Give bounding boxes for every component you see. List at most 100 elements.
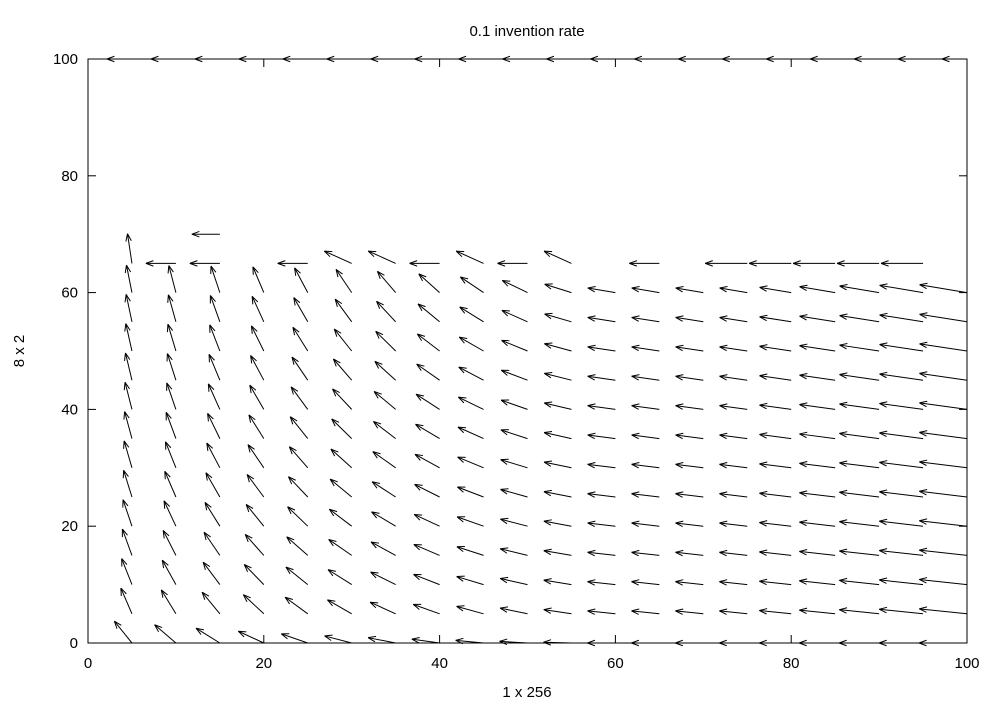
vector-arrow	[499, 606, 528, 615]
vector-arrow	[919, 577, 968, 586]
vector-arrow	[455, 250, 484, 264]
vector-arrow	[675, 403, 704, 410]
vector-arrow	[286, 536, 309, 556]
vector-arrow	[587, 462, 616, 469]
vector-arrow	[207, 413, 221, 439]
vector-arrow	[587, 432, 616, 440]
vector-arrow	[799, 314, 836, 323]
vector-arrow	[631, 520, 660, 528]
vector-arrow	[333, 328, 353, 352]
vector-arrow	[919, 430, 968, 440]
x-tick-label: 60	[607, 655, 624, 672]
tick-labels: 0 20 40 60 80 100 0 20 40 60 80 100	[53, 51, 980, 672]
vector-arrow	[759, 373, 792, 381]
vector-arrow	[918, 639, 967, 647]
vector-arrow	[329, 478, 353, 498]
vector-arrow	[458, 336, 484, 352]
vector-arrow	[123, 440, 133, 468]
vector-arrow	[411, 636, 440, 644]
vector-arrow	[839, 313, 880, 323]
vector-arrow	[792, 260, 836, 267]
vector-arrow	[201, 591, 221, 615]
vector-arrow	[205, 472, 221, 498]
vector-arrow	[839, 548, 880, 556]
vector-arrow	[415, 393, 440, 410]
vector-arrow	[417, 303, 440, 323]
vector-arrow	[799, 607, 836, 615]
vector-arrow	[634, 55, 660, 63]
vector-arrow	[587, 639, 616, 647]
vector-arrow	[839, 519, 880, 527]
vector-arrow	[208, 354, 221, 381]
vector-arrow	[839, 431, 880, 440]
vector-arrow	[248, 414, 265, 439]
vector-arrow	[416, 363, 440, 381]
vector-arrow	[544, 312, 572, 323]
vector-arrow	[166, 382, 177, 410]
vector-arrow	[249, 384, 265, 410]
vector-arrow	[838, 639, 880, 647]
vector-arrow	[285, 566, 309, 585]
vector-arrow	[243, 564, 265, 585]
vector-arrow	[123, 381, 133, 410]
vector-arrow	[244, 533, 265, 556]
vector-arrow	[719, 432, 748, 440]
vector-arrow	[799, 549, 836, 556]
vector-arrow	[587, 374, 616, 381]
vector-arrow	[191, 230, 220, 238]
vector-arrow	[631, 432, 660, 440]
vector-arrow	[167, 294, 177, 322]
vector-arrow	[675, 374, 704, 381]
vector-arrow	[414, 483, 440, 498]
vector-arrow	[759, 461, 792, 469]
vector-arrow	[455, 637, 484, 645]
vector-arrow	[759, 402, 792, 410]
vector-arrow	[334, 298, 353, 323]
vector-arrow	[587, 549, 616, 557]
vector-arrow	[189, 260, 220, 267]
vector-arrow	[412, 603, 440, 615]
vector-arrow	[500, 458, 528, 469]
vector-arrow	[853, 55, 880, 63]
vector-arrow	[328, 508, 353, 527]
vector-arrow	[799, 431, 836, 440]
vector-arrow	[879, 312, 924, 323]
vector-arrow	[376, 300, 397, 323]
vector-arrow	[879, 460, 924, 469]
vector-arrow	[250, 325, 265, 352]
vector-arrow	[456, 605, 484, 615]
vector-arrow	[373, 390, 396, 410]
vector-arrow	[799, 402, 836, 410]
vector-arrow	[289, 416, 309, 439]
vector-arrow	[331, 418, 353, 439]
vector-arrow	[719, 403, 748, 410]
vector-arrow	[150, 55, 176, 63]
vector-arrow	[719, 315, 748, 323]
y-tick-label: 60	[61, 285, 78, 302]
vector-arrow	[238, 55, 264, 63]
vector-arrow	[288, 446, 309, 469]
vector-arrow	[413, 573, 440, 586]
vector-arrow	[161, 559, 177, 585]
vector-arrow	[330, 448, 353, 469]
vector-arrow	[719, 520, 748, 528]
vector-arrow	[458, 366, 484, 381]
vector-arrow	[113, 620, 133, 644]
vector-arrow	[879, 283, 924, 294]
vector-arrow	[372, 451, 396, 469]
vector-arrow	[675, 432, 704, 440]
vector-arrow	[879, 401, 924, 410]
vector-arrow	[373, 421, 396, 439]
vector-arrow	[879, 577, 924, 586]
vector-arrow	[631, 286, 660, 294]
vector-arrow	[543, 489, 572, 498]
vector-arrow	[332, 358, 353, 381]
vector-arrow	[246, 474, 265, 498]
vector-arrow	[675, 462, 704, 469]
vector-arrow	[678, 55, 704, 63]
vector-arrow	[367, 250, 396, 264]
vector-arrow	[878, 639, 924, 647]
vector-arrow	[799, 372, 836, 381]
vector-arrow	[125, 233, 133, 264]
vector-arrow	[919, 400, 968, 410]
